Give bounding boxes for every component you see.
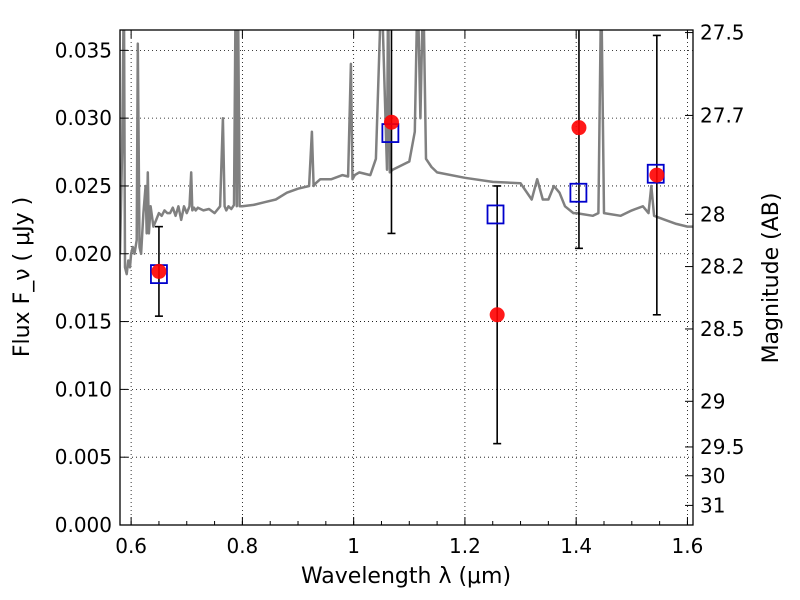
plot-frame — [119, 29, 694, 526]
x-axis-label: Wavelength λ (μm) — [301, 564, 511, 589]
right-tick-label: 31 — [700, 493, 725, 517]
axes: 0.6 0.8 1 1.2 1.4 1.6 0.000 0.005 0.010 0.015 0.02… — [55, 21, 745, 558]
x-tick-label: 1.6 — [672, 534, 704, 558]
right-tick-label: 28.2 — [700, 255, 745, 279]
template-spectrum-line — [120, 30, 693, 276]
x-tick-label: 1 — [347, 534, 360, 558]
y-tick-label: 0.025 — [55, 174, 112, 198]
y-tick-label: 0.015 — [55, 310, 112, 334]
observed-point — [489, 307, 505, 323]
y-tick-label: 0.035 — [55, 38, 112, 62]
y-tick-label: 0.010 — [55, 377, 112, 401]
y-tick-label: 0.005 — [55, 445, 112, 469]
model-photometry-square — [486, 204, 505, 225]
grid — [120, 30, 693, 525]
model-photometry-square — [569, 182, 588, 203]
right-tick-label: 29 — [700, 389, 725, 413]
observed-point — [383, 114, 399, 130]
observed-point — [151, 263, 167, 279]
right-tick-label: 28.5 — [700, 317, 745, 341]
plot-area — [120, 30, 693, 445]
y-axis-label: Flux F_ν ( μJy ) — [10, 197, 35, 357]
x-tick-label: 0.6 — [115, 534, 147, 558]
right-tick-label: 27.5 — [700, 21, 745, 45]
observed-point — [571, 120, 587, 136]
x-tick-label: 1.4 — [560, 534, 592, 558]
right-tick-label: 28 — [700, 202, 725, 226]
right-axis-label: Magnitude (AB) — [759, 193, 784, 364]
right-tick-label: 30 — [700, 464, 725, 488]
y-tick-label: 0.000 — [55, 513, 112, 537]
right-tick-label: 27.7 — [700, 103, 745, 127]
y-tick-label: 0.020 — [55, 242, 112, 266]
x-tick-label: 0.8 — [226, 534, 258, 558]
y-tick-label: 0.030 — [55, 106, 112, 130]
x-tick-label: 1.2 — [449, 534, 481, 558]
observed-point — [649, 167, 665, 183]
right-tick-label: 29.5 — [700, 435, 745, 459]
